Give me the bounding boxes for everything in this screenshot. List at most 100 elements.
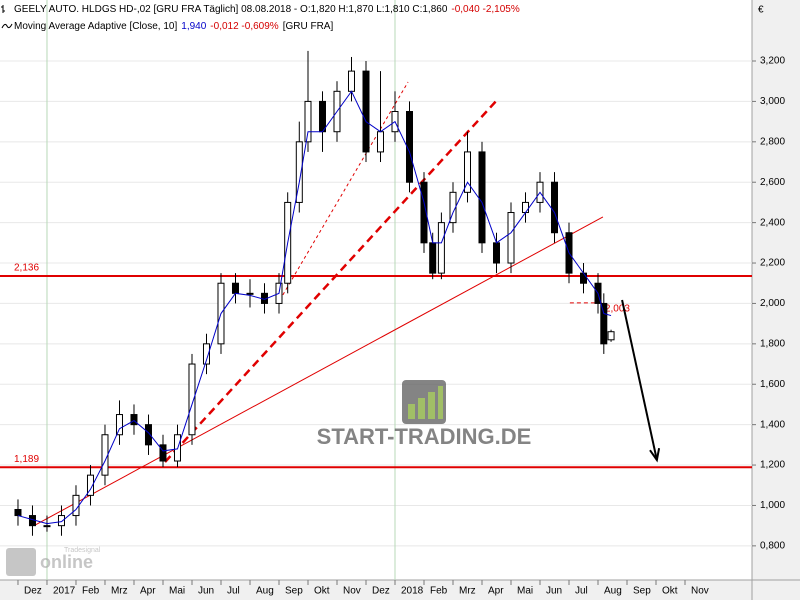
candle-body <box>580 272 588 284</box>
header-part: [GRU FRA] <box>283 21 334 32</box>
x-tick-label: 2017 <box>53 586 76 597</box>
header-part: 1,940 <box>181 21 206 32</box>
x-tick-label: 2018 <box>401 586 424 597</box>
y-tick-label: 3,000 <box>760 96 785 107</box>
y-tick-label: 1,200 <box>760 460 785 471</box>
candle-body <box>347 70 355 92</box>
candle-body <box>86 474 94 496</box>
candle-body <box>449 191 457 224</box>
header-part: Moving Average Adaptive [Close, 10] <box>14 21 177 32</box>
x-tick-label: Feb <box>430 586 448 597</box>
y-tick-label: 1,800 <box>760 338 785 349</box>
logo-bar <box>418 398 425 419</box>
header-part: -0,012 -0,609% <box>210 21 278 32</box>
candle-body <box>478 151 486 244</box>
candle-body <box>115 414 123 436</box>
candle-body <box>202 343 210 365</box>
y-tick-label: 1,400 <box>760 419 785 430</box>
logo-bar <box>438 386 443 419</box>
candle-body <box>507 212 515 264</box>
header: GEELY AUTO. HLDGS HD-,02 [GRU FRA Täglic… <box>14 4 520 15</box>
candle-body <box>376 131 384 153</box>
x-tick-label: Dez <box>372 586 390 597</box>
candle-body <box>492 242 500 264</box>
header-part: -0,040 -2,105% <box>451 4 519 15</box>
x-tick-label: Mrz <box>111 586 128 597</box>
brand-logo: online Tradesignal <box>6 547 101 576</box>
forecast-arrow <box>621 299 658 461</box>
candle-body <box>246 292 254 295</box>
x-tick-label: Okt <box>314 586 330 597</box>
candle-body <box>72 494 80 517</box>
x-tick-label: Mai <box>517 586 533 597</box>
x-tick-label: Jul <box>575 586 588 597</box>
logo-bar <box>408 404 415 419</box>
x-tick-label: Jun <box>546 586 562 597</box>
candle-body <box>130 414 138 426</box>
x-tick-label: Feb <box>82 586 100 597</box>
x-tick-label: Sep <box>285 586 303 597</box>
candle-body <box>231 282 239 294</box>
x-tick-label: Okt <box>662 586 678 597</box>
y-tick-label: 2,000 <box>760 298 785 309</box>
watermark: START-TRADING.DE <box>317 424 532 449</box>
x-tick-label: Apr <box>488 586 504 597</box>
x-tick-label: Aug <box>604 586 622 597</box>
currency: € <box>758 5 764 16</box>
y-tick-label: 2,400 <box>760 217 785 228</box>
candle-body <box>304 100 312 143</box>
trendline-label: 2,003 <box>605 303 630 314</box>
watermark-logo: START-TRADING.DE <box>317 380 532 449</box>
candle-body <box>600 302 608 345</box>
candle-body <box>362 70 370 153</box>
brand-name: online <box>40 552 93 572</box>
x-tick-label: Dez <box>24 586 42 597</box>
x-tick-label: Aug <box>256 586 274 597</box>
candle-body <box>437 222 445 274</box>
candle-body <box>14 508 22 517</box>
trendline <box>34 216 604 526</box>
candle-body <box>57 515 65 527</box>
x-tick-label: Nov <box>691 586 709 597</box>
y-tick-label: 3,200 <box>760 56 785 67</box>
candle-body <box>607 331 615 341</box>
x-tick-label: Sep <box>633 586 651 597</box>
header-icon <box>1 5 5 13</box>
logo-bar <box>428 392 435 419</box>
y-tick-label: 2,600 <box>760 177 785 188</box>
candle-body <box>463 151 471 193</box>
trendline <box>164 99 499 463</box>
x-tick-label: Nov <box>343 586 361 597</box>
y-tick-label: 1,000 <box>760 500 785 511</box>
brand-box <box>6 548 36 576</box>
candle-body <box>295 141 303 203</box>
candle-body <box>420 181 428 244</box>
moving-average <box>17 90 612 525</box>
candle-body <box>405 111 413 183</box>
y-axis-panel <box>752 0 800 600</box>
x-tick-label: Jun <box>198 586 214 597</box>
candle-body <box>429 242 437 274</box>
indicator-icon <box>1 23 13 29</box>
candle-body <box>43 525 51 528</box>
x-tick-label: Apr <box>140 586 156 597</box>
candle-body <box>159 444 167 462</box>
level-label: 2,136 <box>14 263 39 274</box>
x-tick-label: Mrz <box>459 586 476 597</box>
y-tick-label: 2,200 <box>760 258 785 269</box>
x-tick-label: Jul <box>227 586 240 597</box>
y-tick-label: 2,800 <box>760 136 785 147</box>
trendline <box>279 81 409 301</box>
brand-tag: Tradesignal <box>64 547 101 554</box>
arrow-head <box>649 448 661 463</box>
candle-body <box>144 424 152 446</box>
indicator-header: Moving Average Adaptive [Close, 10] 1,940… <box>14 21 333 32</box>
candle-body <box>101 434 109 476</box>
candle-body <box>551 181 559 234</box>
grid <box>0 0 752 580</box>
candle-body <box>188 363 196 436</box>
header-part: GEELY AUTO. HLDGS HD-,02 [GRU FRA Täglic… <box>14 4 448 15</box>
y-tick-label: 1,600 <box>760 379 785 390</box>
